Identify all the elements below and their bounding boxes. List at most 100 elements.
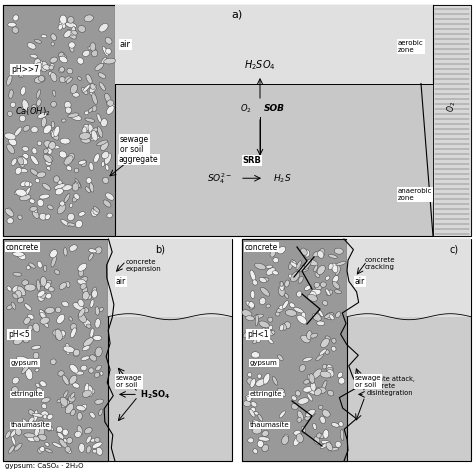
Ellipse shape (78, 26, 86, 32)
Ellipse shape (327, 365, 334, 374)
Ellipse shape (64, 193, 70, 203)
Ellipse shape (58, 371, 64, 376)
Ellipse shape (90, 328, 94, 337)
Ellipse shape (58, 24, 63, 30)
Ellipse shape (59, 52, 65, 61)
Ellipse shape (99, 308, 103, 311)
Ellipse shape (90, 92, 95, 95)
Ellipse shape (65, 447, 71, 452)
Ellipse shape (247, 373, 252, 377)
Text: concrete
expansion: concrete expansion (126, 259, 162, 272)
Text: concrete: concrete (245, 243, 278, 252)
Ellipse shape (38, 428, 45, 438)
Ellipse shape (284, 293, 289, 299)
Ellipse shape (94, 438, 100, 442)
Text: $SO_4^{2-}$: $SO_4^{2-}$ (207, 171, 233, 186)
Ellipse shape (310, 333, 318, 338)
Ellipse shape (51, 128, 58, 137)
Ellipse shape (28, 314, 34, 319)
Ellipse shape (255, 314, 258, 326)
Ellipse shape (325, 349, 329, 355)
Ellipse shape (260, 287, 270, 296)
Ellipse shape (7, 144, 15, 154)
Ellipse shape (338, 421, 343, 427)
Ellipse shape (92, 93, 97, 104)
Ellipse shape (328, 447, 338, 451)
Ellipse shape (97, 114, 101, 123)
Ellipse shape (25, 188, 30, 195)
Ellipse shape (55, 270, 60, 274)
Ellipse shape (243, 401, 251, 407)
Ellipse shape (325, 276, 330, 280)
Ellipse shape (90, 412, 95, 418)
Ellipse shape (57, 204, 66, 214)
Ellipse shape (37, 200, 44, 206)
Ellipse shape (332, 338, 336, 343)
Ellipse shape (99, 23, 108, 32)
Ellipse shape (314, 282, 319, 288)
Ellipse shape (86, 385, 93, 397)
Ellipse shape (75, 371, 83, 375)
Ellipse shape (258, 437, 270, 441)
Ellipse shape (12, 285, 20, 292)
Text: $O_2$: $O_2$ (446, 101, 458, 112)
Ellipse shape (307, 331, 312, 339)
Ellipse shape (278, 286, 285, 296)
Ellipse shape (60, 138, 70, 144)
Ellipse shape (36, 280, 40, 291)
Ellipse shape (101, 162, 104, 167)
Ellipse shape (35, 76, 45, 83)
Ellipse shape (91, 130, 98, 141)
Ellipse shape (257, 440, 264, 447)
Ellipse shape (42, 183, 51, 190)
Ellipse shape (247, 378, 254, 384)
Ellipse shape (34, 427, 39, 437)
Text: concrete
cracking: concrete cracking (365, 257, 395, 270)
Ellipse shape (277, 388, 285, 392)
Ellipse shape (93, 208, 100, 215)
Ellipse shape (45, 214, 50, 219)
Ellipse shape (92, 128, 98, 133)
Ellipse shape (299, 365, 306, 372)
Ellipse shape (320, 443, 329, 448)
Ellipse shape (91, 50, 98, 57)
Ellipse shape (301, 335, 310, 343)
Ellipse shape (243, 331, 249, 338)
Ellipse shape (15, 428, 22, 435)
Ellipse shape (328, 255, 337, 258)
Ellipse shape (60, 15, 67, 24)
Bar (3, 5, 115, 236)
Ellipse shape (289, 274, 295, 281)
Ellipse shape (69, 317, 73, 321)
Ellipse shape (14, 127, 22, 136)
Ellipse shape (270, 249, 276, 257)
Ellipse shape (56, 427, 63, 432)
Text: air: air (120, 40, 131, 49)
Ellipse shape (326, 367, 333, 374)
Ellipse shape (84, 319, 91, 328)
Ellipse shape (20, 181, 27, 186)
Ellipse shape (262, 328, 266, 333)
Ellipse shape (250, 270, 255, 281)
Ellipse shape (5, 209, 14, 217)
Ellipse shape (50, 250, 57, 258)
Ellipse shape (91, 208, 98, 217)
Ellipse shape (326, 442, 333, 451)
Ellipse shape (74, 431, 82, 438)
Ellipse shape (22, 146, 29, 151)
Ellipse shape (55, 329, 62, 340)
Ellipse shape (328, 263, 333, 270)
Ellipse shape (64, 30, 72, 37)
Ellipse shape (95, 307, 99, 315)
Ellipse shape (105, 37, 112, 44)
Ellipse shape (296, 434, 303, 443)
Ellipse shape (310, 289, 321, 295)
Ellipse shape (89, 253, 93, 260)
Ellipse shape (17, 251, 26, 260)
Ellipse shape (45, 426, 50, 431)
Ellipse shape (257, 374, 262, 378)
Ellipse shape (303, 387, 313, 392)
Ellipse shape (95, 247, 102, 254)
Ellipse shape (45, 283, 49, 290)
Ellipse shape (7, 75, 12, 85)
